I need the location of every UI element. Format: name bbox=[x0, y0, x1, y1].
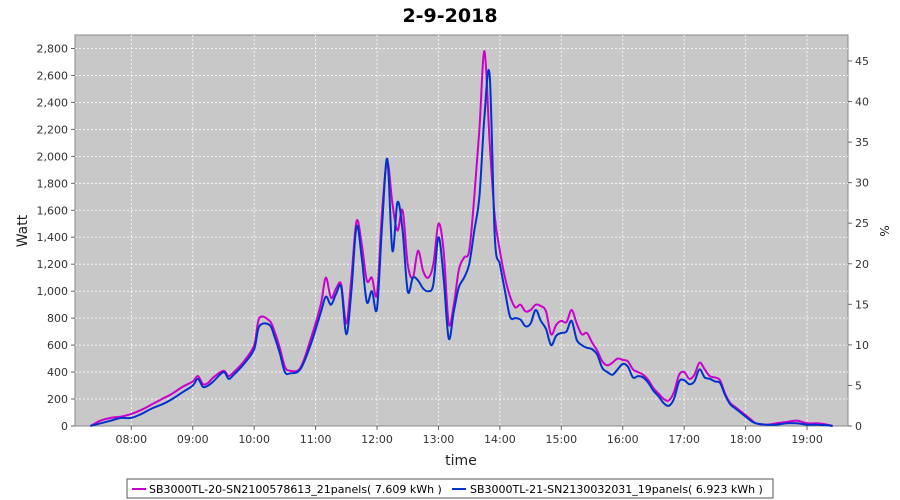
legend-label-0: SB3000TL-20-SN2100578613_21panels( 7.609… bbox=[149, 483, 442, 496]
y-axis-ticks: 0 200 400 600 800 1,000 1,200 1,400 1,600 1,800 2,… bbox=[37, 42, 75, 433]
x-tick-label: 15:00 bbox=[545, 433, 577, 446]
y-tick-label: 400 bbox=[47, 366, 68, 379]
y-tick-label: 1,000 bbox=[37, 285, 69, 298]
y-tick-label: 2,400 bbox=[37, 96, 69, 109]
y2-tick-label: 35 bbox=[855, 136, 869, 149]
y-tick-label: 1,800 bbox=[37, 177, 69, 190]
x-tick-label: 13:00 bbox=[423, 433, 455, 446]
y-tick-label: 1,200 bbox=[37, 258, 69, 271]
y-axis-label: Watt bbox=[15, 214, 31, 247]
y-tick-label: 1,400 bbox=[37, 231, 69, 244]
plot-area bbox=[74, 34, 849, 427]
x-tick-label: 18:00 bbox=[730, 433, 762, 446]
x-tick-label: 11:00 bbox=[300, 433, 332, 446]
x-axis-label: time bbox=[445, 453, 477, 469]
y-tick-label: 800 bbox=[47, 312, 68, 325]
x-tick-label: 17:00 bbox=[668, 433, 700, 446]
chart-title: 2-9-2018 bbox=[402, 5, 497, 27]
series-lines bbox=[89, 50, 833, 427]
x-axis-ticks: 08:00 09:00 10:00 11:00 12:00 13:00 14:00 15:00… bbox=[115, 426, 823, 446]
y2-axis-ticks: 0 5 10 15 20 25 30 35 40 45 bbox=[848, 55, 869, 433]
y2-tick-label: 10 bbox=[855, 339, 869, 352]
y2-tick-label: 40 bbox=[855, 96, 869, 109]
legend-box bbox=[126, 478, 774, 499]
y-tick-label: 2,600 bbox=[37, 69, 69, 82]
y-tick-label: 600 bbox=[47, 339, 68, 352]
legend-label-1: SB3000TL-21-SN2130032031_19panels( 6.923… bbox=[470, 483, 763, 496]
legend: SB3000TL-20-SN2100578613_21panels( 7.609… bbox=[126, 478, 774, 499]
y2-tick-label: 30 bbox=[855, 177, 869, 190]
y-tick-label: 2,200 bbox=[37, 123, 69, 136]
y-tick-label: 1,600 bbox=[37, 204, 69, 217]
y2-tick-label: 20 bbox=[855, 258, 869, 271]
y-tick-label: 2,800 bbox=[37, 42, 69, 55]
y-tick-label: 0 bbox=[61, 420, 68, 433]
series-line-0 bbox=[89, 50, 833, 427]
series-line-1 bbox=[90, 68, 833, 427]
x-tick-label: 10:00 bbox=[238, 433, 270, 446]
y2-tick-label: 15 bbox=[855, 298, 869, 311]
y2-tick-label: 5 bbox=[855, 379, 862, 392]
x-tick-label: 12:00 bbox=[361, 433, 393, 446]
x-tick-label: 09:00 bbox=[177, 433, 209, 446]
y2-axis-label: % bbox=[877, 225, 891, 236]
y-tick-label: 2,000 bbox=[37, 150, 69, 163]
x-tick-label: 19:00 bbox=[791, 433, 823, 446]
x-tick-label: 14:00 bbox=[484, 433, 516, 446]
y2-tick-label: 25 bbox=[855, 217, 869, 230]
x-tick-label: 08:00 bbox=[115, 433, 147, 446]
x-tick-label: 16:00 bbox=[607, 433, 639, 446]
y2-tick-label: 45 bbox=[855, 55, 869, 68]
y2-tick-label: 0 bbox=[855, 420, 862, 433]
grid-lines bbox=[75, 35, 848, 426]
y-tick-label: 200 bbox=[47, 393, 68, 406]
